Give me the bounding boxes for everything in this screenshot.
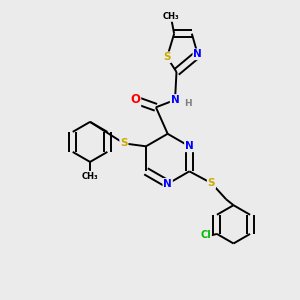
Text: N: N [171, 95, 179, 105]
Text: H: H [184, 99, 192, 108]
Text: O: O [130, 93, 140, 106]
Text: S: S [208, 178, 215, 188]
Text: CH₃: CH₃ [163, 12, 179, 21]
Text: N: N [185, 141, 194, 151]
Text: Cl: Cl [200, 230, 211, 240]
Text: S: S [163, 52, 171, 62]
Text: S: S [120, 138, 128, 148]
Text: N: N [163, 179, 172, 189]
Text: N: N [193, 49, 202, 59]
Text: CH₃: CH₃ [82, 172, 98, 181]
